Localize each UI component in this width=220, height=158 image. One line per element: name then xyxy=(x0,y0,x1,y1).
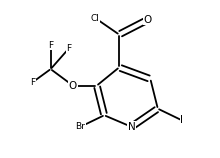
Text: O: O xyxy=(144,15,152,25)
Text: O: O xyxy=(69,81,77,91)
Text: F: F xyxy=(48,41,53,50)
Text: F: F xyxy=(30,78,35,87)
Text: Cl: Cl xyxy=(91,13,100,22)
Text: Br: Br xyxy=(75,122,85,131)
Text: N: N xyxy=(128,122,135,132)
Text: I: I xyxy=(180,115,183,125)
Text: F: F xyxy=(66,44,71,53)
